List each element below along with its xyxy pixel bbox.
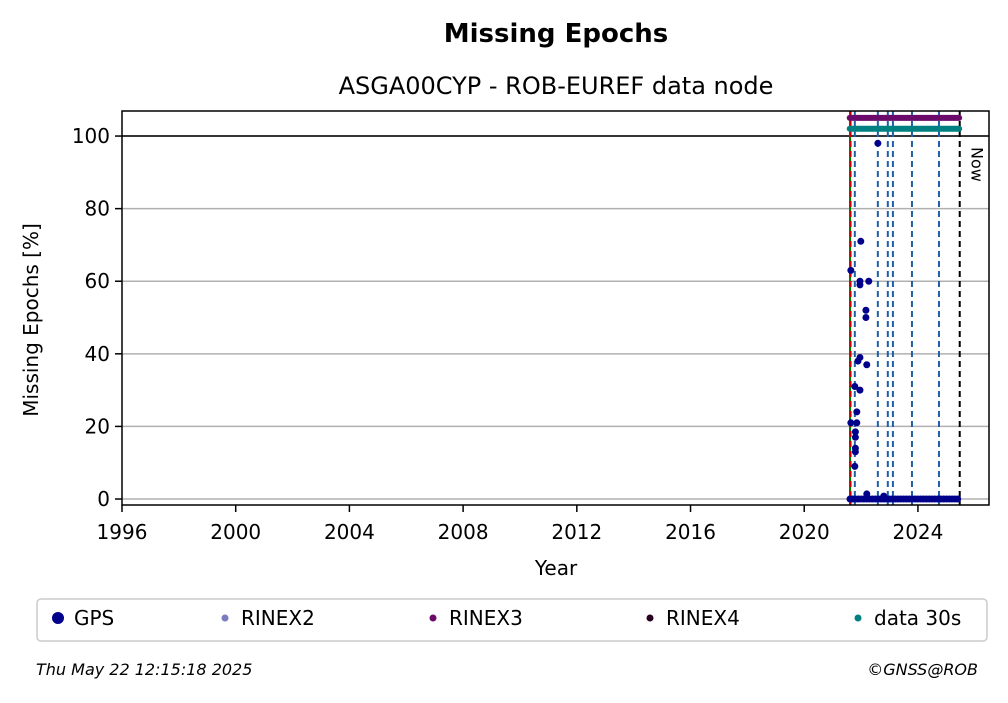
x-tick-label: 2020: [779, 520, 830, 544]
chart-subtitle: ASGA00CYP - ROB-EUREF data node: [339, 72, 774, 100]
data-point: [847, 266, 855, 274]
y-tick-label: 80: [85, 197, 110, 221]
legend-box: [36, 598, 988, 642]
y-tick-label: 40: [85, 342, 110, 366]
legend-marker: [429, 614, 437, 622]
legend-label: RINEX2: [241, 606, 315, 630]
footer-credit: ©GNSS@ROB: [867, 660, 978, 679]
chart-title: Missing Epochs: [444, 19, 668, 49]
data-point: [874, 139, 882, 147]
data-point: [865, 277, 873, 285]
data-point: [853, 419, 861, 427]
legend-marker: [221, 614, 229, 622]
x-tick-label: 2012: [551, 520, 602, 544]
footer-date: Thu May 22 12:15:18 2025: [36, 660, 252, 679]
data-point: [863, 490, 871, 498]
legend-label: GPS: [74, 606, 114, 630]
data-point: [851, 428, 859, 436]
x-tick-label: 1996: [97, 520, 148, 544]
data-point: [851, 444, 859, 452]
x-tick-label: 2008: [438, 520, 489, 544]
legend-label: RINEX3: [449, 606, 523, 630]
y-tick-label: 0: [97, 487, 110, 511]
data-point: [851, 382, 859, 390]
data-point: [854, 357, 862, 365]
data-point: [862, 314, 870, 322]
data-point: [856, 386, 864, 394]
x-tick-label: 2016: [665, 520, 716, 544]
legend-marker: [52, 612, 64, 624]
legend-marker: [646, 614, 654, 622]
legend-label: RINEX4: [666, 606, 740, 630]
y-axis-label: Missing Epochs [%]: [19, 223, 43, 417]
data-point: [863, 361, 871, 369]
data-point: [856, 281, 864, 289]
data-point: [853, 408, 861, 416]
y-tick-label: 20: [85, 414, 110, 438]
x-tick-label: 2004: [324, 520, 375, 544]
data-point: [857, 237, 865, 245]
plot-frame: [121, 110, 990, 506]
x-tick-label: 2024: [892, 520, 943, 544]
legend-label: data 30s: [874, 606, 961, 630]
legend-marker: [854, 614, 862, 622]
y-tick-label: 60: [85, 269, 110, 293]
x-tick-label: 2000: [210, 520, 261, 544]
data-point: [851, 462, 859, 470]
data-point: [847, 419, 855, 427]
y-tick-label: 100: [72, 124, 110, 148]
data-point: [851, 433, 859, 441]
annotation: Now: [968, 147, 987, 182]
x-axis-label: Year: [534, 556, 578, 580]
data-point: [862, 306, 870, 314]
data-point: [954, 495, 962, 503]
